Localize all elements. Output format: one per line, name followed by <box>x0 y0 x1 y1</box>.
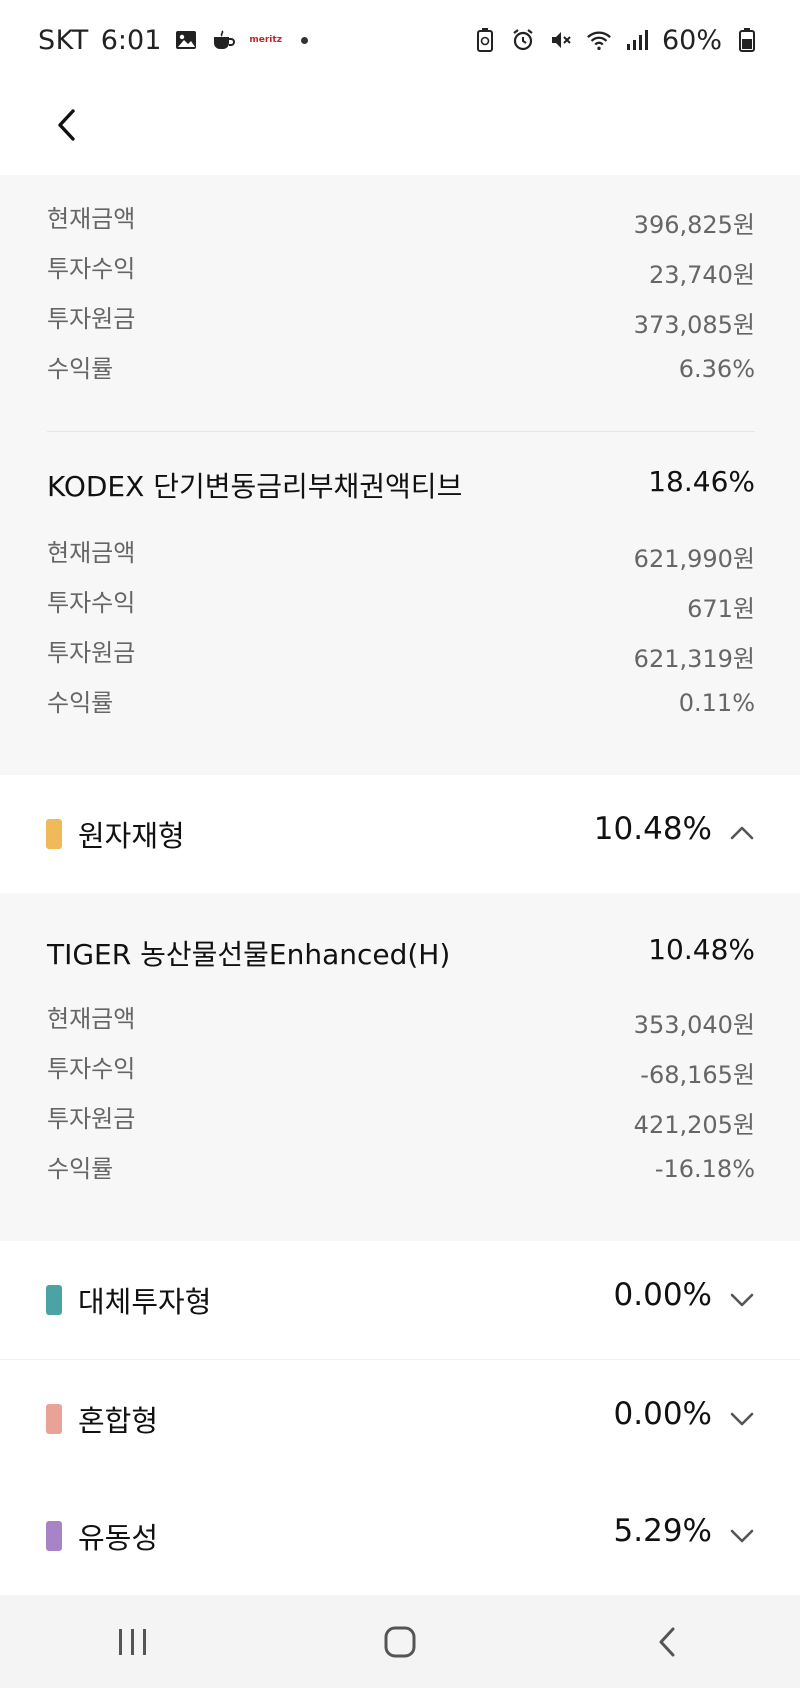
yield-label: 수익률 <box>47 355 114 383</box>
current-amount-label: 현재금액 <box>47 205 136 233</box>
category-weight: 10.48% <box>593 811 712 847</box>
row-separator <box>0 1359 800 1360</box>
category-label: 원자재형 <box>78 819 185 853</box>
investment-return-label: 투자수익 <box>47 589 136 617</box>
yield-value: 0.11% <box>678 689 755 717</box>
category-alternative[interactable]: 대체투자형 0.00% <box>0 1241 800 1359</box>
mute-icon <box>548 27 574 53</box>
signal-icon <box>624 27 650 53</box>
category-color-swatch <box>46 819 62 849</box>
status-bar-left: SKT 6:01 meritz <box>38 24 309 56</box>
current-amount-label: 현재금액 <box>47 1005 136 1033</box>
yield-value: -16.18% <box>654 1155 755 1183</box>
back-button[interactable] <box>44 100 88 150</box>
chevron-down-icon <box>730 1412 754 1426</box>
category-label: 혼합형 <box>78 1404 159 1438</box>
home-button[interactable] <box>360 1612 440 1672</box>
principal-value: 373,085원 <box>633 311 755 339</box>
category-label: 대체투자형 <box>78 1285 212 1319</box>
investment-return-value: 23,740원 <box>648 261 755 289</box>
principal-label: 투자원금 <box>47 639 136 667</box>
more-notifications-dot <box>301 36 309 44</box>
gallery-icon <box>173 27 199 53</box>
investment-return-value: -68,165원 <box>640 1061 755 1089</box>
yield-label: 수익률 <box>47 1155 114 1183</box>
commodity-fund-list: TIGER 농산물선물Enhanced(H) 10.48% 현재금액 353,0… <box>0 893 800 1241</box>
system-back-button[interactable] <box>627 1612 707 1672</box>
yield-label: 수익률 <box>47 689 114 717</box>
fund-weight: 10.48% <box>648 933 755 966</box>
category-commodity[interactable]: 원자재형 10.48% <box>0 775 800 893</box>
status-bar: SKT 6:01 meritz 60% <box>0 0 800 80</box>
principal-label: 투자원금 <box>47 1105 136 1133</box>
investment-return-label: 투자수익 <box>47 1055 136 1083</box>
bond-fund-list: 현재금액 396,825원 투자수익 23,740원 투자원금 373,085원… <box>0 175 800 775</box>
chevron-down-icon <box>730 1293 754 1307</box>
battery-icon <box>734 27 760 53</box>
category-liquidity[interactable]: 유동성 5.29% <box>0 1477 800 1595</box>
principal-value: 421,205원 <box>633 1111 755 1139</box>
current-amount-value: 353,040원 <box>633 1011 755 1039</box>
current-amount-value: 621,990원 <box>633 545 755 573</box>
chevron-left-icon <box>58 109 75 141</box>
current-amount-label: 현재금액 <box>47 539 136 567</box>
recent-apps-icon <box>119 1628 147 1655</box>
home-icon <box>384 1626 416 1657</box>
wifi-icon <box>586 27 612 53</box>
recent-apps-button[interactable] <box>93 1612 173 1672</box>
fund-weight: 18.46% <box>648 465 755 498</box>
investment-return-label: 투자수익 <box>47 255 136 283</box>
carrier-label: SKT <box>38 24 89 56</box>
fund-divider <box>47 431 755 432</box>
yield-value: 6.36% <box>678 355 755 383</box>
chevron-up-icon <box>730 826 754 840</box>
category-color-swatch <box>46 1521 62 1551</box>
category-color-swatch <box>46 1404 62 1434</box>
chevron-down-icon <box>730 1529 754 1543</box>
fund-name: TIGER 농산물선물Enhanced(H) <box>47 938 451 971</box>
principal-value: 621,319원 <box>633 645 755 673</box>
system-navigation-bar <box>0 1595 800 1688</box>
status-bar-right: 60% <box>472 25 760 56</box>
category-weight: 0.00% <box>613 1396 712 1432</box>
alarm-icon <box>510 27 536 53</box>
category-weight: 0.00% <box>613 1277 712 1313</box>
top-app-bar <box>0 80 800 175</box>
investment-return-value: 671원 <box>687 595 755 623</box>
clock: 6:01 <box>100 24 162 56</box>
fund-name: KODEX 단기변동금리부채권액티브 <box>47 470 463 503</box>
category-label: 유동성 <box>78 1521 159 1555</box>
current-amount-value: 396,825원 <box>633 211 755 239</box>
category-weight: 5.29% <box>613 1513 712 1549</box>
battery-percent: 60% <box>661 24 722 56</box>
battery-saver-icon <box>472 27 498 53</box>
back-icon <box>659 1627 675 1656</box>
category-color-swatch <box>46 1285 62 1315</box>
principal-label: 투자원금 <box>47 305 136 333</box>
category-mixed[interactable]: 혼합형 0.00% <box>0 1360 800 1478</box>
coffee-icon <box>211 27 237 53</box>
meritz-app-icon: meritz <box>249 35 282 45</box>
